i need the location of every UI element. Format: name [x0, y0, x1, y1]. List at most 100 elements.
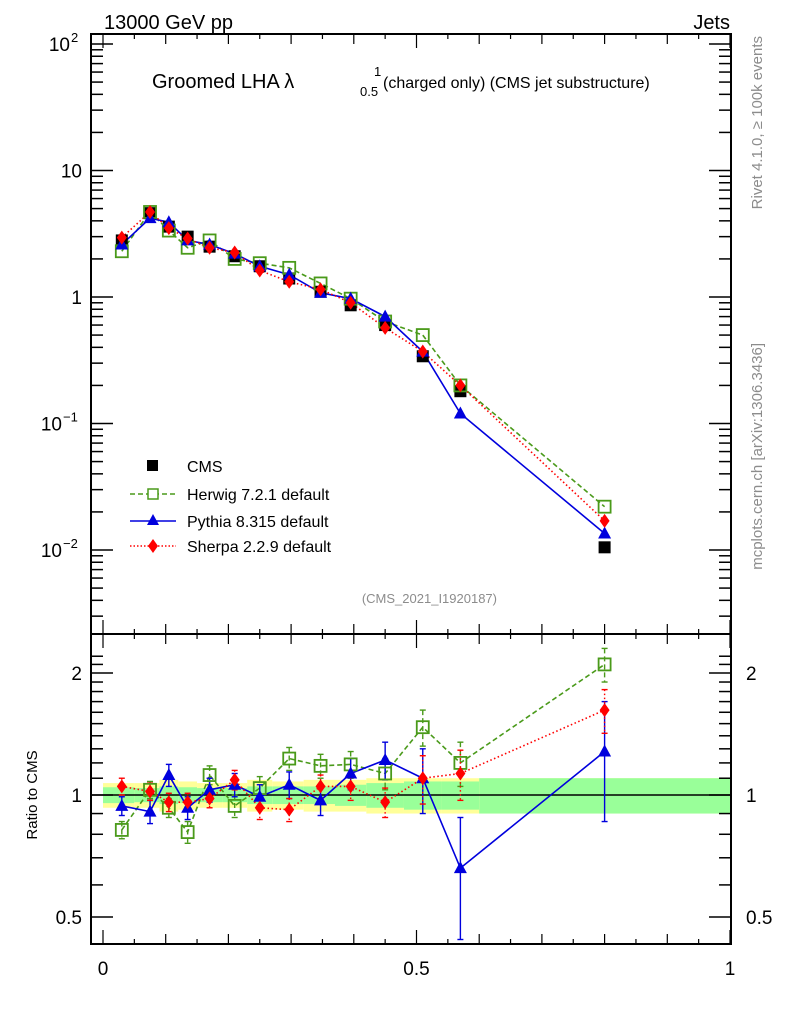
x-tick-labels: 0 0.5 1 — [98, 959, 736, 980]
legend-item-sherpa: Sherpa 2.2.9 default — [130, 539, 332, 556]
ratio-point-sherpa — [204, 791, 215, 806]
main-point-pythia — [453, 406, 467, 419]
ratio-point-herwig — [282, 751, 297, 766]
ratio-panel: 2 2 1 1 0.5 0.5 0 0.5 1 Ratio to CMS — [24, 633, 773, 980]
ratio-y-tick-label: 0.5 — [56, 908, 82, 929]
legend-item-cms: CMS — [147, 459, 223, 476]
ratio-point-pythia — [314, 793, 328, 806]
legend-label-pythia: Pythia 8.315 default — [187, 514, 329, 531]
main-point-sherpa — [284, 274, 295, 289]
ratio-point-pythia — [598, 744, 612, 757]
ratio-point-pythia — [344, 766, 358, 779]
y-tick-label-base: 1 — [71, 288, 82, 309]
main-point-sherpa — [182, 231, 193, 246]
legend-marker-herwig — [147, 488, 159, 500]
ratio-point-herwig — [202, 768, 217, 782]
ratio-line-pythia — [121, 750, 606, 870]
ratio-point-herwig — [180, 825, 195, 839]
y-tick-label: 10 −2 — [41, 536, 78, 562]
mcplots-label: mcplots.cern.ch [arXiv:1306.3436] — [749, 343, 766, 570]
y-tick-label-exp: −2 — [63, 536, 78, 551]
main-point-sherpa — [315, 282, 326, 297]
ratio-point-sherpa — [229, 772, 240, 787]
y-tick-label: 10 2 — [49, 30, 78, 56]
ratio-point-herwig — [114, 823, 129, 837]
energy-label: 13000 GeV pp — [104, 12, 233, 34]
title-sup: 1 — [374, 64, 381, 79]
legend-marker-pythia — [147, 514, 159, 525]
main-axis-ticks — [91, 34, 731, 634]
ratio-point-pythia — [282, 777, 296, 790]
ratio-point-pythia — [203, 782, 217, 795]
ratio-point-herwig — [378, 766, 393, 781]
y-tick-label-exp: 2 — [71, 30, 78, 45]
plot-title: Groomed LHA λ 1 0.5 (charged only) (CMS … — [152, 64, 650, 99]
main-point-herwig — [597, 499, 612, 514]
main-point-sherpa — [204, 240, 215, 255]
ratio-point-sherpa — [380, 795, 391, 810]
main-point-sherpa — [163, 221, 174, 236]
main-point-herwig — [415, 328, 430, 342]
ratio-point-pythia — [115, 798, 129, 811]
ratio-point-sherpa — [145, 784, 156, 799]
ratio-y-tick-label-right: 2 — [746, 664, 757, 685]
ratio-point-pythia — [378, 753, 392, 766]
ratio-y-tick-label-right: 1 — [746, 786, 757, 807]
main-point-sherpa — [116, 230, 127, 245]
x-tick-label: 0 — [98, 959, 109, 980]
main-point-sherpa — [380, 320, 391, 335]
ratio-point-pythia — [453, 861, 467, 874]
ratio-y-tick-label: 1 — [71, 786, 82, 807]
legend-marker-sherpa — [148, 539, 158, 553]
main-point-sherpa — [599, 513, 610, 528]
legend-label-cms: CMS — [187, 459, 223, 476]
process-label: Jets — [693, 12, 730, 34]
legend-label-sherpa: Sherpa 2.2.9 default — [187, 539, 332, 556]
ratio-point-pythia — [143, 804, 157, 817]
ratio-point-pythia — [253, 789, 267, 802]
ratio-point-herwig — [597, 657, 612, 672]
ratio-point-pythia — [162, 768, 176, 781]
legend-item-herwig: Herwig 7.2.1 default — [130, 487, 330, 504]
ratio-point-herwig — [313, 758, 328, 773]
x-tick-label: 0.5 — [403, 959, 429, 980]
ratio-point-sherpa — [284, 802, 295, 817]
main-line-sherpa — [121, 210, 606, 522]
title-sub: 0.5 — [360, 84, 378, 99]
legend-item-pythia: Pythia 8.315 default — [130, 514, 329, 531]
title-suffix: (charged only) (CMS jet substructure) — [383, 75, 650, 92]
y-tick-label: 1 — [71, 288, 82, 309]
y-tick-label-base: 10 — [61, 162, 82, 183]
ratio-point-sherpa — [315, 779, 326, 794]
ratio-series-layer — [114, 647, 612, 941]
y-tick-label: 10 — [61, 162, 82, 183]
ratio-frame — [90, 633, 732, 945]
ratio-axis-ticks — [91, 634, 731, 944]
main-point-sherpa — [145, 204, 156, 219]
main-point-pythia — [282, 267, 296, 280]
y-tick-label: 10 −1 — [41, 410, 78, 436]
ratio-point-sherpa — [455, 766, 466, 781]
ratio-point-sherpa — [417, 771, 428, 786]
main-point-pythia — [598, 526, 612, 539]
ratio-y-tick-label: 2 — [71, 664, 82, 685]
y-tick-label-base: 10 — [41, 541, 62, 562]
ratio-point-sherpa — [254, 800, 265, 815]
main-point-sherpa — [254, 263, 265, 278]
x-tick-label: 1 — [725, 959, 736, 980]
ratio-line-herwig — [121, 663, 606, 834]
main-point-sherpa — [417, 344, 428, 359]
ratio-y-axis-label: Ratio to CMS — [24, 750, 41, 839]
legend: CMS Herwig 7.2.1 default Pythia 8.315 de… — [130, 459, 332, 556]
rivet-label: Rivet 4.1.0, ≥ 100k events — [749, 36, 766, 209]
y-tick-label-base: 10 — [49, 35, 70, 56]
main-point-pythia — [378, 309, 392, 322]
ratio-y-tick-labels: 2 2 1 1 0.5 0.5 — [56, 664, 773, 929]
ratio-point-sherpa — [182, 795, 193, 810]
ratio-point-sherpa — [345, 779, 356, 794]
ratio-point-sherpa — [163, 795, 174, 810]
y-tick-label-base: 10 — [41, 415, 62, 436]
ratio-point-sherpa — [599, 703, 610, 718]
